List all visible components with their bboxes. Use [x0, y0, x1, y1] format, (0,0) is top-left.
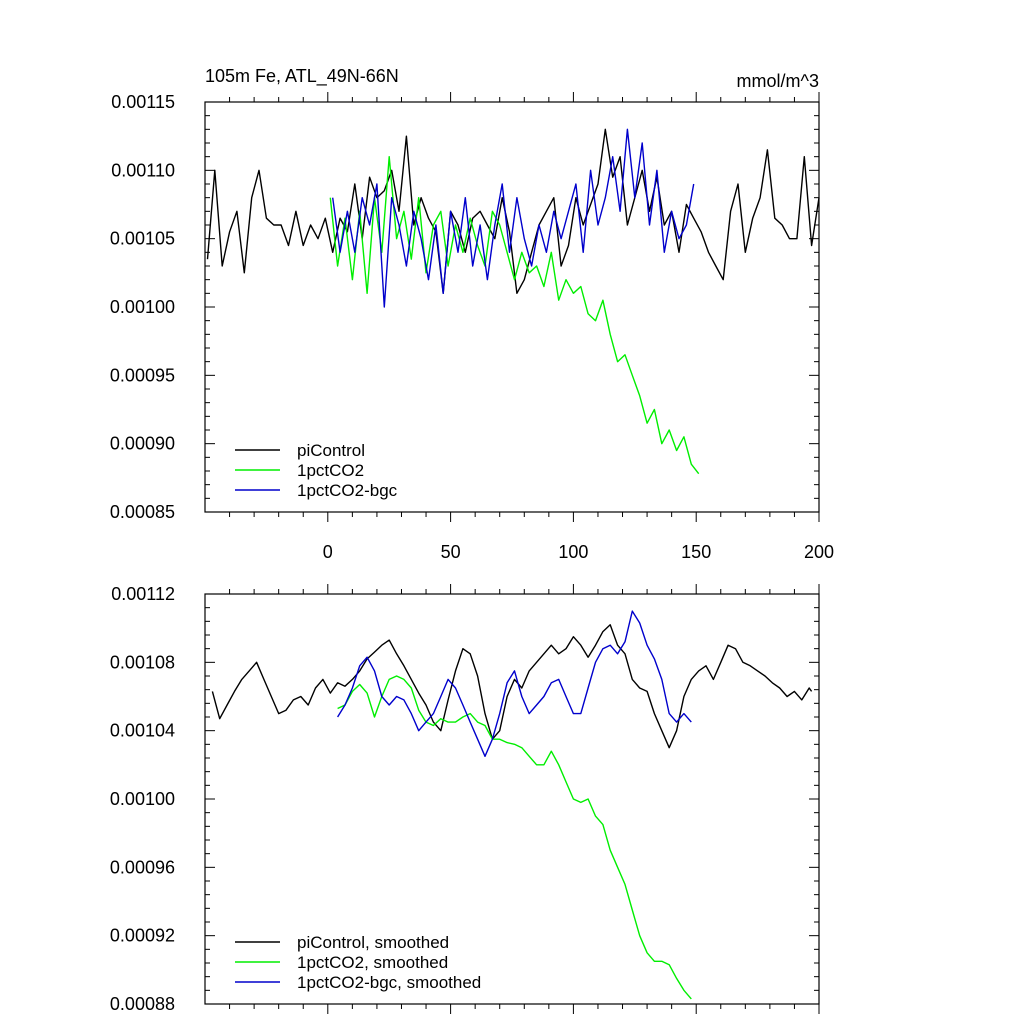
top-xtick-label: 200 [804, 542, 834, 562]
top-ytick-label: 0.00085 [110, 502, 175, 522]
bottom-plot: 0.00088 0.00092 0.00096 0.00100 0.00104 0.001… [110, 584, 820, 1014]
bottom-ytick-label: 0.00100 [110, 789, 175, 809]
top-series [206, 128, 820, 475]
top-plot: 105m Fe, ATL_49N-66N mmol/m^3 0.000850.0… [110, 66, 834, 562]
bottom-ytick-label: 0.00112 [111, 584, 175, 604]
bottom-legend-label: 1pctCO2, smoothed [297, 953, 448, 972]
bottom-series [211, 610, 813, 1000]
bottom-series-1pctco2-smoothed [337, 675, 692, 1000]
top-ytick-label: 0.00090 [110, 434, 175, 454]
bottom-legend-label: 1pctCO2-bgc, smoothed [297, 973, 481, 992]
bottom-series-1pctco2-bgc-smoothed [337, 610, 692, 757]
bottom-ytick-label: 0.00104 [110, 721, 175, 741]
bottom-ytick-label: 0.00092 [110, 926, 175, 946]
bottom-series-picontrol-smoothed [211, 624, 813, 749]
top-xtick-label: 150 [681, 542, 711, 562]
top-ytick-label: 0.00105 [110, 229, 175, 249]
top-plot-title: 105m Fe, ATL_49N-66N [205, 66, 399, 87]
top-xtick-label: 100 [558, 542, 588, 562]
top-ytick-label: 0.00110 [111, 160, 175, 180]
top-series-picontrol [206, 128, 820, 294]
top-legend-label: piControl [297, 441, 365, 460]
top-ytick-label: 0.00115 [111, 92, 175, 112]
top-xtick-label: 0 [323, 542, 333, 562]
top-plot-units: mmol/m^3 [737, 71, 819, 91]
top-ytick-label: 0.00095 [110, 365, 175, 385]
top-ytick-label: 0.00100 [110, 297, 175, 317]
bottom-ytick-label: 0.00108 [110, 652, 175, 672]
top-series-1pctco2 [329, 155, 700, 475]
bottom-ytick-label: 0.00088 [110, 994, 175, 1014]
bottom-ticks: 0.00088 0.00092 0.00096 0.00100 0.00104 0.001… [110, 584, 820, 1014]
top-ticks: 0.00085 0.00090 0.00095 0.00100 0.00105 0.001… [110, 92, 834, 562]
top-legend-label: 1pctCO2-bgc [297, 481, 398, 500]
top-series-1pctco2-bgc [332, 128, 695, 308]
bottom-legend-label: piControl, smoothed [297, 933, 449, 952]
bottom-ytick-label: 0.00096 [110, 857, 175, 877]
top-xtick-label: 50 [441, 542, 461, 562]
top-legend-label: 1pctCO2 [297, 461, 364, 480]
